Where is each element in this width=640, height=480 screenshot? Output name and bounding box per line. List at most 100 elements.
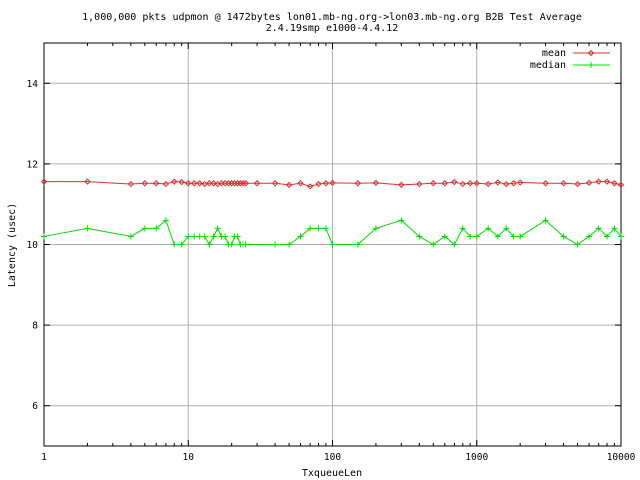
data-point-mean [210,180,217,187]
data-point-median [171,241,178,248]
data-point-mean [315,180,322,188]
data-point-median [210,233,217,240]
x-tick-label: 10000 [607,452,636,463]
x-tick-label: 10 [183,452,195,463]
legend-label-mean: mean [542,48,566,59]
legend-marker-mean [587,49,595,57]
data-point-mean [306,183,314,190]
data-point-median [214,225,221,232]
x-tick-label: 1000 [465,452,488,463]
data-point-mean [153,180,160,187]
data-point-mean [617,181,625,189]
data-point-median [196,233,203,240]
data-point-mean [603,178,611,185]
data-point-median [618,233,624,240]
data-point-median [228,241,235,248]
data-point-mean [502,180,510,188]
data-point-mean [329,179,336,187]
data-point-median [153,225,160,232]
chart-title-line2: 2.4.19smp e1000-4.4.12 [266,23,398,34]
data-point-mean [459,180,466,188]
data-point-mean [40,178,48,185]
data-point-median [191,233,198,240]
data-point-mean [285,181,293,189]
data-point-median [329,241,336,248]
data-point-median [127,233,134,240]
data-point-mean [185,180,192,187]
data-point-mean [162,180,170,188]
data-point-median [485,225,492,232]
data-point-median [178,241,185,248]
data-point-median [611,225,618,232]
data-point-median [459,225,466,232]
data-point-mean [510,180,517,187]
data-point-median [430,241,437,248]
data-point-mean [178,178,185,186]
y-tick-label: 14 [27,79,39,90]
data-point-median [517,233,524,240]
data-point-mean [297,180,304,187]
y-tick-label: 6 [32,401,38,412]
data-point-median [315,225,322,232]
data-point-median [510,233,517,240]
data-point-median [560,233,567,240]
series-line-mean [44,181,622,187]
data-point-median [585,233,592,240]
data-point-mean [253,180,261,187]
data-point-median [141,225,148,232]
data-point-mean [441,180,448,187]
data-point-median [595,225,602,232]
data-point-mean [473,180,480,187]
data-point-median [162,217,169,224]
x-tick-label: 100 [324,452,341,463]
data-point-mean [196,180,203,187]
data-point-median [604,233,611,240]
data-point-mean [271,180,279,187]
series-layer [40,178,625,248]
data-point-mean [322,180,330,187]
data-point-median [297,233,304,240]
x-tick-label: 1 [41,452,47,463]
data-point-median [574,241,581,248]
data-point-mean [484,180,492,188]
data-point-mean [516,179,524,186]
data-point-median [398,217,405,224]
data-point-mean [494,179,502,186]
x-axis-label: TxqueueLen [302,468,362,479]
data-point-median [473,233,480,240]
data-point-median [206,241,213,248]
data-point-median [84,225,91,232]
data-point-mean [466,180,474,187]
data-point-median [286,241,293,248]
data-point-median [307,225,314,232]
data-point-median [234,233,241,240]
data-point-median [467,233,474,240]
y-tick-label: 8 [32,321,38,332]
data-point-mean [560,180,567,187]
data-point-mean [611,180,618,187]
data-point-median [41,233,47,240]
data-point-median [242,241,249,248]
data-point-mean [206,180,213,187]
data-point-mean [171,178,178,185]
data-point-median [322,225,329,232]
axis-layer: 1 10 100 1000 10000 6 8 10 12 14 [27,42,636,463]
data-point-mean [574,180,581,188]
legend-marker-median [588,62,594,68]
data-point-median [542,217,549,224]
y-axis-label: Latency (usec) [7,203,18,287]
data-point-median [185,233,192,240]
data-point-median [416,233,423,240]
data-point-median [272,241,279,248]
data-point-mean [451,178,458,186]
data-point-median [372,225,379,232]
data-point-mean [398,181,405,189]
data-point-mean [354,180,362,187]
data-point-mean [141,180,149,187]
data-point-mean [191,180,198,187]
data-point-mean [372,179,380,187]
data-point-mean [430,180,437,187]
data-point-median [222,233,229,240]
